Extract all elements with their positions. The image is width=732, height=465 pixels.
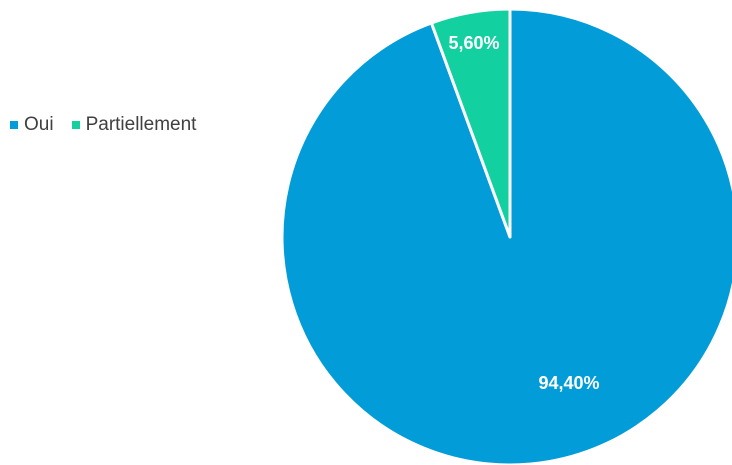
legend: Oui Partiellement — [10, 114, 214, 136]
data-label-partiellement: 5,60% — [448, 33, 499, 53]
pie-slice-partiellement[interactable] — [429, 7, 512, 239]
legend-swatch-partiellement — [71, 121, 80, 129]
legend-label-partiellement: Partiellement — [85, 114, 197, 135]
data-label-oui: 94,40% — [538, 373, 599, 393]
legend-item-partiellement[interactable]: Partiellement — [71, 114, 197, 136]
pie-slice-oui[interactable] — [280, 7, 732, 465]
legend-swatch-oui — [10, 121, 18, 129]
legend-label-oui: Oui — [24, 114, 54, 135]
legend-item-oui[interactable]: Oui — [10, 114, 54, 136]
